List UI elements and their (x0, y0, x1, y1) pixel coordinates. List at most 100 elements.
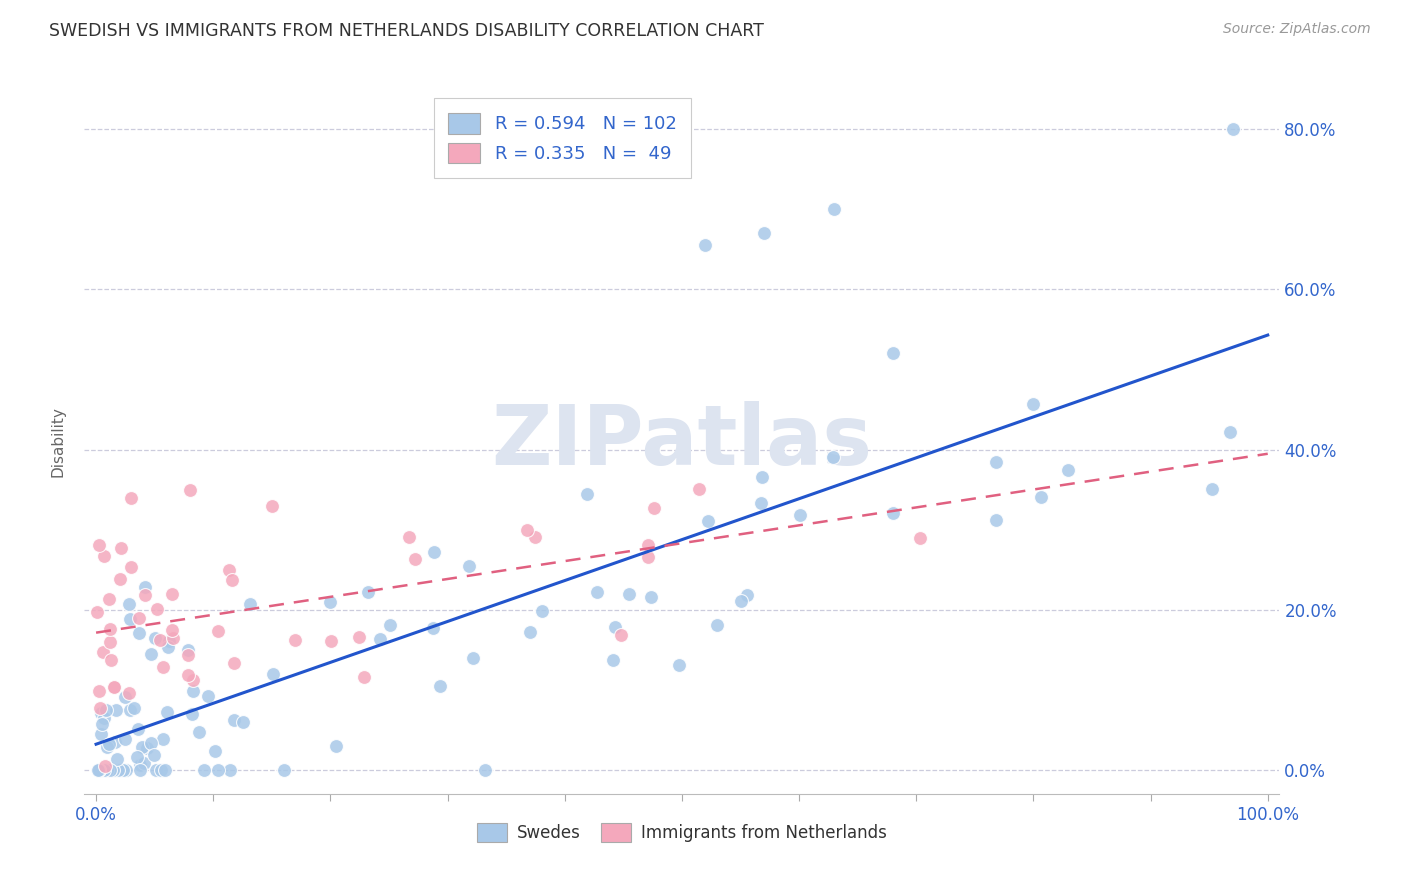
Point (193, 763, 215, 777)
Point (100, 635, 122, 649)
Point (1219, 425, 1241, 440)
Point (370, 632, 392, 646)
Point (207, 624, 229, 639)
Point (325, 739, 347, 754)
Point (93, 645, 115, 659)
Point (984, 512, 1007, 526)
Point (157, 633, 180, 648)
Point (357, 585, 380, 599)
Point (110, 541, 132, 556)
Point (637, 549, 659, 564)
Point (262, 667, 284, 681)
Point (882, 346, 904, 360)
Point (789, 508, 811, 523)
Point (284, 633, 307, 648)
Point (94, 703, 117, 717)
Point (224, 656, 246, 670)
Point (110, 572, 132, 586)
Text: Source: ZipAtlas.com: Source: ZipAtlas.com (1223, 22, 1371, 37)
Point (821, 450, 844, 464)
Point (576, 487, 599, 501)
Point (404, 551, 426, 566)
Point (986, 455, 1008, 469)
Point (668, 657, 690, 672)
Point (181, 684, 204, 698)
Point (128, 626, 150, 640)
Point (204, 744, 226, 758)
Point (319, 633, 342, 648)
Point (142, 747, 165, 762)
Point (103, 680, 125, 694)
Point (162, 632, 184, 646)
Point (100, 763, 122, 777)
Point (143, 631, 166, 645)
Point (152, 659, 174, 673)
Point (87, 763, 110, 777)
Point (87, 763, 110, 777)
Point (643, 500, 665, 515)
Point (105, 752, 128, 766)
Point (1057, 463, 1080, 477)
Point (224, 713, 246, 727)
Point (87, 538, 110, 552)
Point (146, 602, 169, 616)
Point (688, 482, 710, 496)
Point (610, 628, 633, 642)
Point (86, 606, 108, 620)
Point (1022, 397, 1045, 411)
Point (908, 531, 931, 545)
Point (131, 739, 153, 754)
Point (730, 594, 752, 608)
Point (153, 763, 176, 777)
Point (87, 763, 110, 777)
Point (96, 763, 118, 777)
Point (114, 690, 136, 705)
Point (752, 227, 775, 241)
Point (136, 741, 159, 756)
Point (695, 238, 717, 252)
Point (181, 673, 204, 687)
Point (120, 559, 142, 574)
Point (152, 731, 174, 746)
Point (457, 559, 479, 574)
Point (145, 763, 167, 777)
Point (98, 737, 121, 751)
Point (586, 584, 609, 599)
Point (429, 679, 451, 693)
Point (149, 633, 172, 648)
Point (221, 574, 243, 588)
Point (139, 648, 162, 662)
Point (115, 763, 138, 777)
Point (260, 499, 283, 513)
Point (218, 563, 240, 577)
Point (107, 763, 129, 777)
Point (98, 623, 121, 637)
Point (93, 549, 115, 563)
Point (90, 706, 112, 721)
Legend: Swedes, Immigrants from Netherlands: Swedes, Immigrants from Netherlands (471, 816, 893, 849)
Point (179, 483, 201, 497)
Point (706, 618, 728, 632)
Point (96, 740, 118, 755)
Point (273, 763, 295, 777)
Point (617, 587, 640, 601)
Point (87, 683, 110, 698)
Point (128, 758, 150, 772)
Point (523, 530, 546, 544)
Point (141, 735, 163, 749)
Point (134, 580, 156, 594)
Point (120, 703, 142, 717)
Point (90, 727, 112, 741)
Point (1029, 490, 1052, 504)
Point (103, 735, 125, 749)
Point (177, 668, 200, 682)
Point (105, 703, 128, 717)
Point (94, 758, 117, 772)
Point (823, 202, 845, 217)
Point (112, 763, 135, 777)
Point (118, 686, 141, 700)
Point (98, 592, 121, 607)
Point (149, 763, 172, 777)
Point (353, 670, 375, 684)
Point (531, 604, 554, 618)
